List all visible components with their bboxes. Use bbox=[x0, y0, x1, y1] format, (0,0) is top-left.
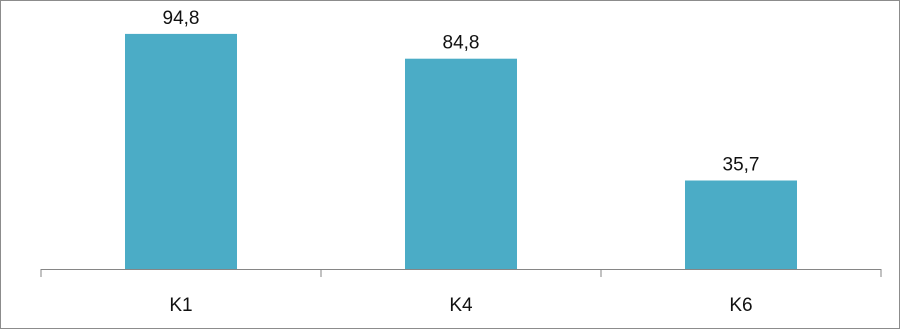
bars-group bbox=[125, 33, 797, 270]
x-axis bbox=[40, 269, 882, 277]
bar-k6 bbox=[685, 180, 797, 269]
data-label-k6: 35,7 bbox=[723, 155, 760, 176]
bar-k4 bbox=[405, 58, 517, 270]
x-tick-labels-group: K1 K4 K6 bbox=[169, 295, 752, 316]
data-label-k1: 94,8 bbox=[163, 8, 200, 29]
x-tick-label-k4: K4 bbox=[449, 295, 473, 316]
data-labels-group: 94,8 84,8 35,7 bbox=[163, 8, 760, 176]
bar-k1 bbox=[125, 33, 237, 270]
x-tick-label-k6: K6 bbox=[729, 295, 752, 316]
data-label-k4: 84,8 bbox=[443, 33, 480, 54]
x-tick-label-k1: K1 bbox=[169, 295, 192, 316]
